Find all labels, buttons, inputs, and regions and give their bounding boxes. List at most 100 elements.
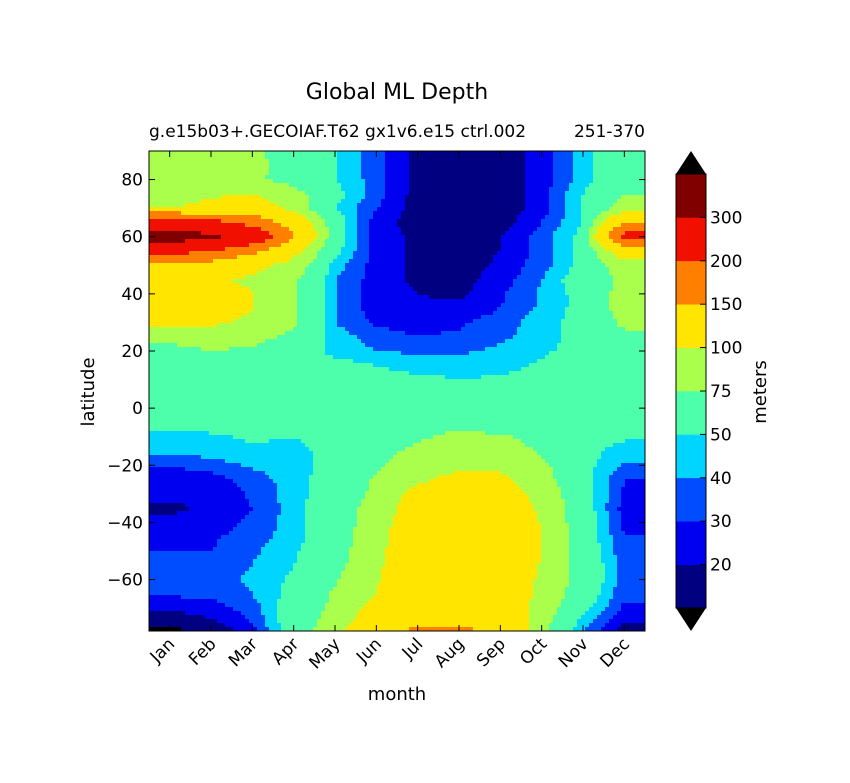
contour-cell — [505, 183, 510, 188]
contour-cell — [241, 283, 246, 288]
contour-cell — [225, 255, 230, 260]
contour-cell — [321, 219, 326, 224]
contour-cell — [453, 295, 458, 300]
contour-cell — [597, 255, 602, 260]
contour-cell — [173, 303, 178, 308]
contour-cell — [225, 307, 230, 312]
contour-cell — [517, 191, 522, 196]
contour-cell — [485, 259, 490, 264]
contour-cell — [433, 219, 438, 224]
contour-cell — [437, 243, 442, 248]
contour-cell — [629, 187, 634, 192]
contour-cell — [537, 239, 542, 244]
contour-cell — [321, 191, 326, 196]
contour-cell — [569, 299, 574, 304]
contour-cell — [581, 307, 586, 312]
contour-cell — [161, 183, 166, 188]
contour-cell — [557, 191, 562, 196]
contour-cell — [153, 311, 158, 316]
contour-cell — [201, 299, 206, 304]
contour-cell — [417, 231, 422, 236]
contour-cell — [449, 171, 454, 176]
contour-cell — [449, 287, 454, 292]
contour-cell — [321, 263, 326, 268]
contour-cell — [373, 163, 378, 168]
contour-cell — [165, 263, 170, 268]
contour-cell — [301, 211, 306, 216]
contour-cell — [629, 215, 634, 220]
contour-cell — [481, 191, 486, 196]
contour-cell — [305, 195, 310, 200]
contour-cell — [521, 247, 526, 252]
contour-cell — [553, 287, 558, 292]
contour-cell — [341, 299, 346, 304]
contour-cell — [565, 151, 570, 156]
contour-cell — [569, 235, 574, 240]
contour-cell — [197, 231, 202, 236]
contour-cell — [229, 175, 234, 180]
contour-cell — [461, 155, 466, 160]
contour-cell — [293, 303, 298, 308]
contour-cell — [277, 307, 282, 312]
contour-cell — [409, 187, 414, 192]
contour-cell — [417, 223, 422, 228]
contour-cell — [633, 211, 638, 216]
contour-cell — [465, 275, 470, 280]
contour-cell — [257, 251, 262, 256]
contour-cell — [221, 195, 226, 200]
contour-cell — [605, 175, 610, 180]
contour-cell — [321, 207, 326, 212]
contour-cell — [641, 291, 646, 296]
contour-cell — [349, 207, 354, 212]
contour-cell — [345, 199, 350, 204]
contour-cell — [437, 215, 442, 220]
contour-cell — [261, 167, 266, 172]
contour-cell — [153, 263, 158, 268]
contour-cell — [169, 311, 174, 316]
contour-cell — [541, 199, 546, 204]
contour-cell — [421, 295, 426, 300]
contour-cell — [537, 295, 542, 300]
contour-cell — [481, 307, 486, 312]
contour-cell — [341, 247, 346, 252]
contour-cell — [249, 167, 254, 172]
contour-cell — [417, 299, 422, 304]
contour-cell — [341, 163, 346, 168]
contour-cell — [289, 251, 294, 256]
contour-cell — [221, 279, 226, 284]
contour-cell — [305, 179, 310, 184]
contour-cell — [249, 279, 254, 284]
contour-cell — [421, 283, 426, 288]
contour-cell — [461, 231, 466, 236]
contour-cell — [261, 307, 266, 312]
contour-cell — [637, 235, 642, 240]
contour-cell — [177, 243, 182, 248]
contour-cell — [601, 183, 606, 188]
contour-cell — [493, 307, 498, 312]
contour-cell — [537, 155, 542, 160]
contour-cell — [229, 307, 234, 312]
contour-cell — [349, 191, 354, 196]
contour-cell — [353, 243, 358, 248]
contour-cell — [153, 287, 158, 292]
contour-cell — [545, 227, 550, 232]
contour-cell — [381, 263, 386, 268]
contour-cell — [609, 223, 614, 228]
contour-cell — [333, 267, 338, 272]
contour-cell — [533, 215, 538, 220]
contour-cell — [249, 239, 254, 244]
contour-cell — [149, 263, 154, 268]
contour-cell — [605, 167, 610, 172]
contour-cell — [213, 263, 218, 268]
contour-cell — [293, 219, 298, 224]
contour-cell — [321, 235, 326, 240]
contour-cell — [425, 275, 430, 280]
contour-cell — [561, 275, 566, 280]
contour-cell — [477, 295, 482, 300]
contour-cell — [413, 299, 418, 304]
contour-cell — [489, 179, 494, 184]
contour-cell — [185, 299, 190, 304]
contour-cell — [469, 179, 474, 184]
contour-cell — [353, 271, 358, 276]
contour-cell — [549, 179, 554, 184]
